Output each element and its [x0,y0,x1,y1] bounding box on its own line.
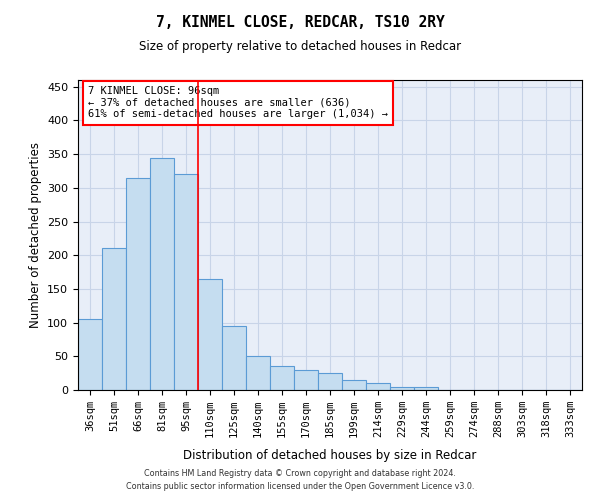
Bar [270,366,294,390]
Bar [150,158,174,390]
Text: 7 KINMEL CLOSE: 96sqm
← 37% of detached houses are smaller (636)
61% of semi-det: 7 KINMEL CLOSE: 96sqm ← 37% of detached … [88,86,388,120]
Bar [342,380,366,390]
Bar [222,326,246,390]
Text: 7, KINMEL CLOSE, REDCAR, TS10 2RY: 7, KINMEL CLOSE, REDCAR, TS10 2RY [155,15,445,30]
Bar [78,319,102,390]
Text: Distribution of detached houses by size in Redcar: Distribution of detached houses by size … [184,448,476,462]
Bar [390,386,414,390]
Text: Size of property relative to detached houses in Redcar: Size of property relative to detached ho… [139,40,461,53]
Bar [318,373,342,390]
Bar [126,178,150,390]
Bar [198,279,222,390]
Bar [246,356,270,390]
Bar [102,248,126,390]
Bar [294,370,318,390]
Bar [174,174,198,390]
Text: Contains HM Land Registry data © Crown copyright and database right 2024.: Contains HM Land Registry data © Crown c… [144,468,456,477]
Bar [414,386,438,390]
Y-axis label: Number of detached properties: Number of detached properties [29,142,41,328]
Text: Contains public sector information licensed under the Open Government Licence v3: Contains public sector information licen… [126,482,474,491]
Bar [366,384,390,390]
